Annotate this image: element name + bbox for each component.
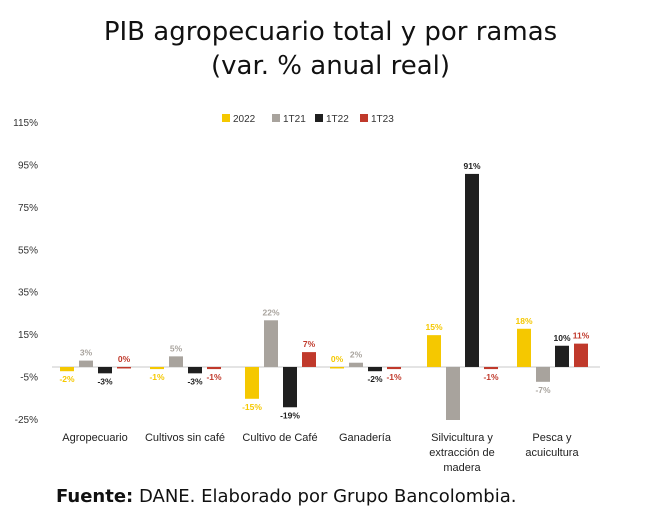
bar — [188, 366, 202, 374]
y-tick-label: -5% — [20, 373, 38, 384]
legend-swatch — [272, 114, 280, 122]
bar — [169, 356, 183, 367]
data-label: 0% — [118, 354, 131, 364]
category-label: Cultivos sin café — [145, 432, 225, 444]
category-label: Pesca y — [532, 432, 572, 444]
category-label: Ganadería — [339, 432, 392, 444]
y-tick-label: 115% — [13, 118, 38, 129]
y-tick-label: 35% — [18, 288, 38, 299]
data-label: -2% — [367, 374, 383, 384]
y-tick-label: -25% — [15, 415, 38, 426]
y-tick-label: 75% — [18, 203, 38, 214]
category-label: Agropecuario — [62, 432, 127, 444]
bar — [150, 366, 164, 370]
bar — [368, 366, 382, 372]
category-label: extracción de — [429, 447, 494, 459]
category-label: madera — [443, 462, 481, 474]
data-label: 18% — [515, 316, 532, 326]
bar — [517, 328, 531, 367]
source-note: Fuente: DANE. Elaborado por Grupo Bancol… — [56, 486, 516, 507]
data-label: 10% — [553, 333, 570, 343]
data-label: 15% — [425, 322, 442, 332]
bar — [349, 362, 363, 367]
bar — [465, 173, 479, 367]
data-label: -15% — [242, 402, 262, 412]
bar — [536, 366, 550, 382]
legend-swatch — [315, 114, 323, 122]
bar — [60, 366, 74, 372]
bar — [555, 345, 569, 367]
y-tick-label: 15% — [18, 330, 38, 341]
bar — [302, 352, 316, 367]
category-label: Silvicultura y — [431, 432, 493, 444]
legend-label: 2022 — [233, 114, 256, 125]
source-text: DANE. Elaborado por Grupo Bancolombia. — [133, 486, 517, 507]
bar — [245, 366, 259, 399]
bar — [427, 335, 441, 367]
bar — [387, 366, 401, 370]
bar — [117, 366, 131, 369]
data-label: -3% — [187, 376, 203, 386]
data-label: 91% — [463, 161, 480, 171]
data-label: -1% — [149, 372, 165, 382]
bar — [574, 343, 588, 367]
bar — [330, 366, 344, 369]
data-label: -19% — [280, 410, 300, 420]
data-label: 5% — [170, 343, 183, 353]
data-label: -2% — [59, 374, 75, 384]
category-label: Cultivo de Café — [242, 432, 317, 444]
chart-title: PIB agropecuario total y por ramas — [103, 17, 558, 47]
bar-chart: 115% 95% 75% 55% 35% 15% -5% -25% 2022 1T21 1T22 1T… — [13, 114, 600, 474]
y-tick-label: 55% — [18, 245, 38, 256]
bar — [283, 366, 297, 408]
source-label: Fuente: — [56, 486, 134, 507]
data-label: 0% — [331, 354, 344, 364]
data-label: -1% — [483, 372, 499, 382]
data-label: -1% — [206, 372, 222, 382]
data-label: -1% — [386, 372, 402, 382]
bar — [484, 366, 498, 370]
bar — [79, 360, 93, 367]
data-label: 22% — [262, 307, 279, 317]
data-label: 3% — [80, 348, 93, 358]
bar — [98, 366, 112, 374]
legend-label: 1T21 — [283, 114, 306, 125]
legend-label: 1T22 — [326, 114, 349, 125]
chart-subtitle: (var. % anual real) — [211, 51, 450, 81]
bar — [264, 320, 278, 367]
data-label: -3% — [97, 376, 113, 386]
y-tick-label: 95% — [18, 160, 38, 171]
bar — [446, 366, 460, 420]
data-label: 2% — [350, 350, 363, 360]
category-label: acuicultura — [525, 447, 579, 459]
legend-label: 1T23 — [371, 114, 394, 125]
data-label: 11% — [573, 331, 590, 341]
bar — [207, 366, 221, 370]
data-label: 7% — [303, 339, 316, 349]
data-label: -7% — [535, 385, 551, 395]
legend-swatch — [360, 114, 368, 122]
legend-swatch — [222, 114, 230, 122]
